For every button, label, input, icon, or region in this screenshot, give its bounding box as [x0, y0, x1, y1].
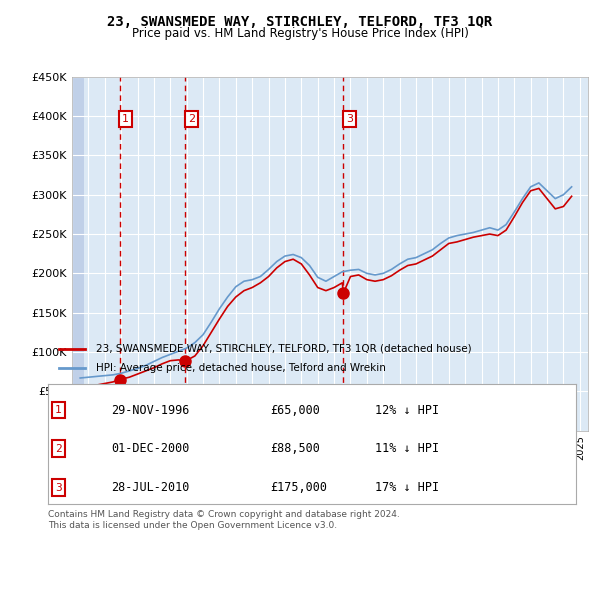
Text: 2: 2 — [188, 114, 195, 124]
Text: 23, SWANSMEDE WAY, STIRCHLEY, TELFORD, TF3 1QR (detached house): 23, SWANSMEDE WAY, STIRCHLEY, TELFORD, T… — [95, 344, 471, 353]
Text: 23, SWANSMEDE WAY, STIRCHLEY, TELFORD, TF3 1QR: 23, SWANSMEDE WAY, STIRCHLEY, TELFORD, T… — [107, 15, 493, 29]
Text: 11% ↓ HPI: 11% ↓ HPI — [376, 442, 439, 455]
Text: Price paid vs. HM Land Registry's House Price Index (HPI): Price paid vs. HM Land Registry's House … — [131, 27, 469, 40]
Text: £175,000: £175,000 — [270, 481, 327, 494]
Text: 1: 1 — [55, 405, 62, 415]
Text: 01-DEC-2000: 01-DEC-2000 — [112, 442, 190, 455]
Bar — [72, 77, 84, 431]
Text: £65,000: £65,000 — [270, 404, 320, 417]
Text: 2: 2 — [55, 444, 62, 454]
Text: 3: 3 — [55, 483, 62, 493]
Text: 1: 1 — [122, 114, 129, 124]
Text: HPI: Average price, detached house, Telford and Wrekin: HPI: Average price, detached house, Telf… — [95, 363, 385, 373]
Text: Contains HM Land Registry data © Crown copyright and database right 2024.
This d: Contains HM Land Registry data © Crown c… — [48, 510, 400, 530]
Text: 29-NOV-1996: 29-NOV-1996 — [112, 404, 190, 417]
Text: 3: 3 — [346, 114, 353, 124]
Text: 12% ↓ HPI: 12% ↓ HPI — [376, 404, 439, 417]
Text: £88,500: £88,500 — [270, 442, 320, 455]
Text: 17% ↓ HPI: 17% ↓ HPI — [376, 481, 439, 494]
Text: 28-JUL-2010: 28-JUL-2010 — [112, 481, 190, 494]
